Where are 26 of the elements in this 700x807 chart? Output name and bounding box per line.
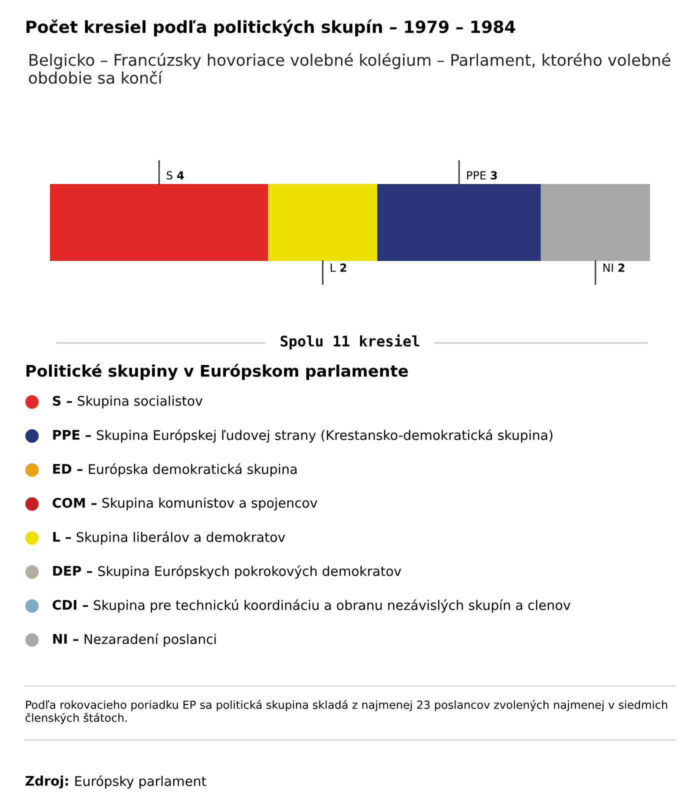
category-label: ED – Európska demokratická skupina bbox=[53, 463, 297, 477]
series-label: S bbox=[166, 171, 172, 180]
data-label: 2 bbox=[618, 264, 624, 272]
bar bbox=[268, 184, 378, 261]
bar bbox=[540, 184, 650, 261]
category-label: COM – Skupina komunistov a spojencov bbox=[52, 498, 318, 510]
series-label: NI bbox=[603, 264, 613, 272]
category-label: DEP – Skupina Európskych pokrokových demokratov bbox=[53, 565, 402, 579]
bar bbox=[50, 184, 268, 261]
data-label: 3 bbox=[490, 171, 497, 180]
category-label: L – Skupina liberálov a demokratov bbox=[53, 531, 286, 545]
category-label: S – Skupina socialistov bbox=[52, 396, 202, 408]
text: Spolu 11 kresiel bbox=[280, 334, 420, 350]
series-label: PPE bbox=[467, 171, 486, 180]
data-label: 4 bbox=[177, 171, 184, 180]
data-label: 2 bbox=[340, 264, 346, 272]
category-label: CDI – Skupina pre technickú koordináciu a obranu nezávislých skupín a clenov bbox=[52, 599, 570, 613]
series-label: L bbox=[330, 264, 336, 272]
chart-title: Počet kresiel podľa politických skupín – 1979 – 1984 bbox=[26, 20, 516, 36]
text: Podľa rokovacieho poriadku EP sa politická skupina skladá z najmenej 23 poslancov zvolených najmenej v siedmich členských štátoch. bbox=[26, 700, 668, 724]
category-label: NI – Nezaradení poslanci bbox=[53, 633, 216, 647]
bar bbox=[377, 184, 541, 261]
text: Zdroj: Európsky parlament bbox=[26, 775, 206, 789]
category-label: PPE – Skupina Európskej ľudovej strany (Krestansko-demokratická skupina) bbox=[53, 429, 552, 443]
chart-subtitle: Belgicko – Francúzsky hovoriace volebné kolégium – Parlament, ktorého volebné obdobie sa končí bbox=[28, 53, 670, 84]
text: Politické skupiny v Európskom parlamente bbox=[26, 364, 408, 380]
